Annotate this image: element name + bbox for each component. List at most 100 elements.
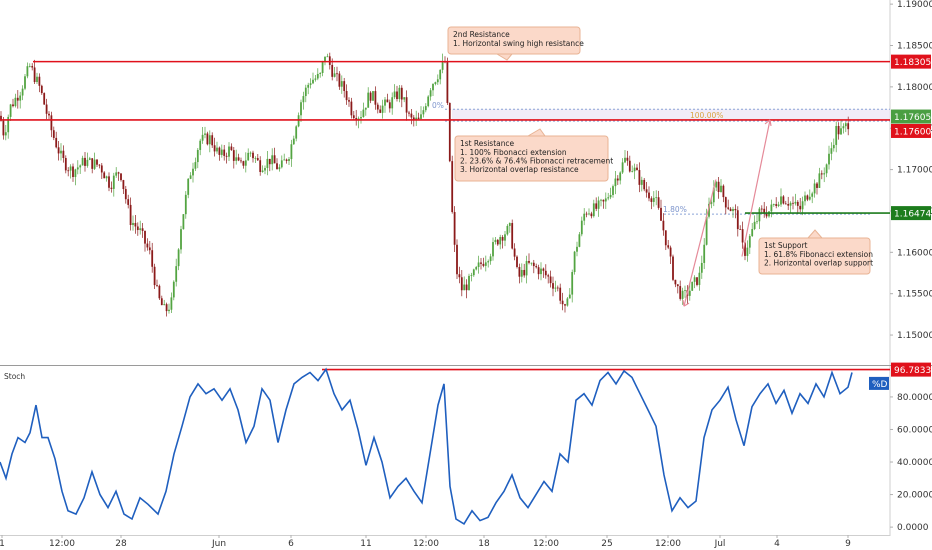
candle-body — [103, 172, 106, 179]
candle-body — [732, 209, 734, 212]
candle-body — [784, 203, 787, 205]
candle-body — [504, 234, 506, 241]
candle-body — [580, 220, 583, 235]
candle-body — [484, 262, 487, 266]
candle-body — [739, 229, 742, 230]
candle-body — [532, 262, 535, 267]
candle-body — [564, 304, 566, 306]
candle-body — [734, 209, 737, 211]
candle-body — [33, 67, 36, 83]
candle-body — [331, 64, 334, 77]
candle-body — [343, 81, 346, 92]
annotation-pointer — [806, 229, 824, 239]
candle-body — [182, 214, 185, 230]
candle-body — [276, 163, 278, 170]
candle-body — [415, 117, 418, 120]
candle-body — [14, 97, 17, 107]
candle-body — [57, 147, 60, 154]
candle-body — [283, 159, 286, 161]
candle-body — [825, 164, 828, 174]
annotation-title: 2nd Resistance — [453, 29, 510, 39]
candle-body — [432, 84, 434, 91]
candle-body — [571, 272, 574, 295]
candle-body — [518, 267, 521, 277]
candle-body — [261, 170, 264, 172]
candle-body — [259, 160, 262, 172]
price-tick-label: 1.18000 — [897, 83, 932, 93]
candle-body — [180, 229, 182, 250]
annotation-pointer — [526, 128, 546, 137]
candle-body — [801, 201, 804, 210]
candle-body — [513, 248, 516, 257]
candle-body — [62, 150, 65, 159]
candle-body — [645, 189, 648, 193]
candle-body — [667, 245, 670, 248]
candle-body — [672, 256, 674, 280]
time-tick-label: 18 — [478, 539, 490, 549]
candle-body — [220, 149, 223, 155]
candle-body — [206, 133, 209, 145]
candle-body — [765, 213, 768, 217]
candle-body — [156, 285, 158, 286]
candle-body — [175, 266, 178, 282]
candle-body — [19, 95, 22, 101]
candle-body — [302, 96, 305, 103]
candle-body — [4, 132, 7, 136]
candle-body — [388, 102, 391, 109]
candle-body — [508, 223, 511, 226]
candle-body — [144, 230, 146, 244]
candle-body — [112, 175, 115, 189]
candle-body — [196, 149, 199, 163]
candle-body — [837, 125, 840, 135]
candle-body — [100, 165, 103, 173]
candle-body — [266, 158, 269, 169]
candle-body — [271, 155, 274, 165]
candle-body — [840, 128, 842, 135]
candle-body — [280, 160, 283, 168]
candle-body — [847, 123, 850, 130]
candle-body — [194, 162, 197, 169]
candle-body — [333, 73, 336, 77]
candle-body — [31, 66, 34, 68]
candle-body — [492, 242, 494, 257]
candle-body — [696, 277, 698, 285]
candle-body — [506, 225, 509, 235]
candle-body — [724, 197, 727, 208]
annotation-line: 1. 100% Fibonacci extension — [460, 147, 567, 157]
candle-body — [648, 192, 650, 199]
candle-body — [657, 197, 660, 208]
candle-body — [631, 171, 634, 173]
candle-body — [427, 96, 430, 107]
candle-body — [405, 97, 408, 113]
candle-body — [448, 102, 451, 162]
fib-label-zero: 0% — [432, 101, 444, 110]
candle-body — [98, 164, 101, 166]
candle-body — [40, 85, 43, 94]
candle-body — [364, 107, 367, 110]
candle-body — [216, 147, 218, 152]
candle-body — [110, 187, 113, 189]
candle-body — [729, 208, 732, 212]
time-tick-label: 9 — [845, 539, 851, 549]
candle-body — [242, 161, 245, 166]
candle-body — [348, 100, 350, 102]
candle-body — [285, 159, 288, 161]
candle-body — [372, 91, 374, 101]
candle-body — [662, 220, 665, 231]
candle-body — [316, 73, 319, 79]
candle-body — [655, 197, 658, 199]
candle-body — [715, 181, 718, 188]
candle-body — [417, 117, 420, 119]
candle-body — [616, 178, 619, 181]
candle-body — [223, 149, 226, 156]
candle-body — [228, 146, 230, 157]
osc-tick-label: 80.0000 — [897, 393, 932, 403]
time-tick-label: Jul — [714, 539, 726, 549]
candle-body — [134, 222, 137, 227]
candle-body — [626, 157, 629, 161]
candle-body — [204, 133, 206, 135]
candle-body — [547, 275, 550, 277]
candle-body — [76, 167, 79, 170]
